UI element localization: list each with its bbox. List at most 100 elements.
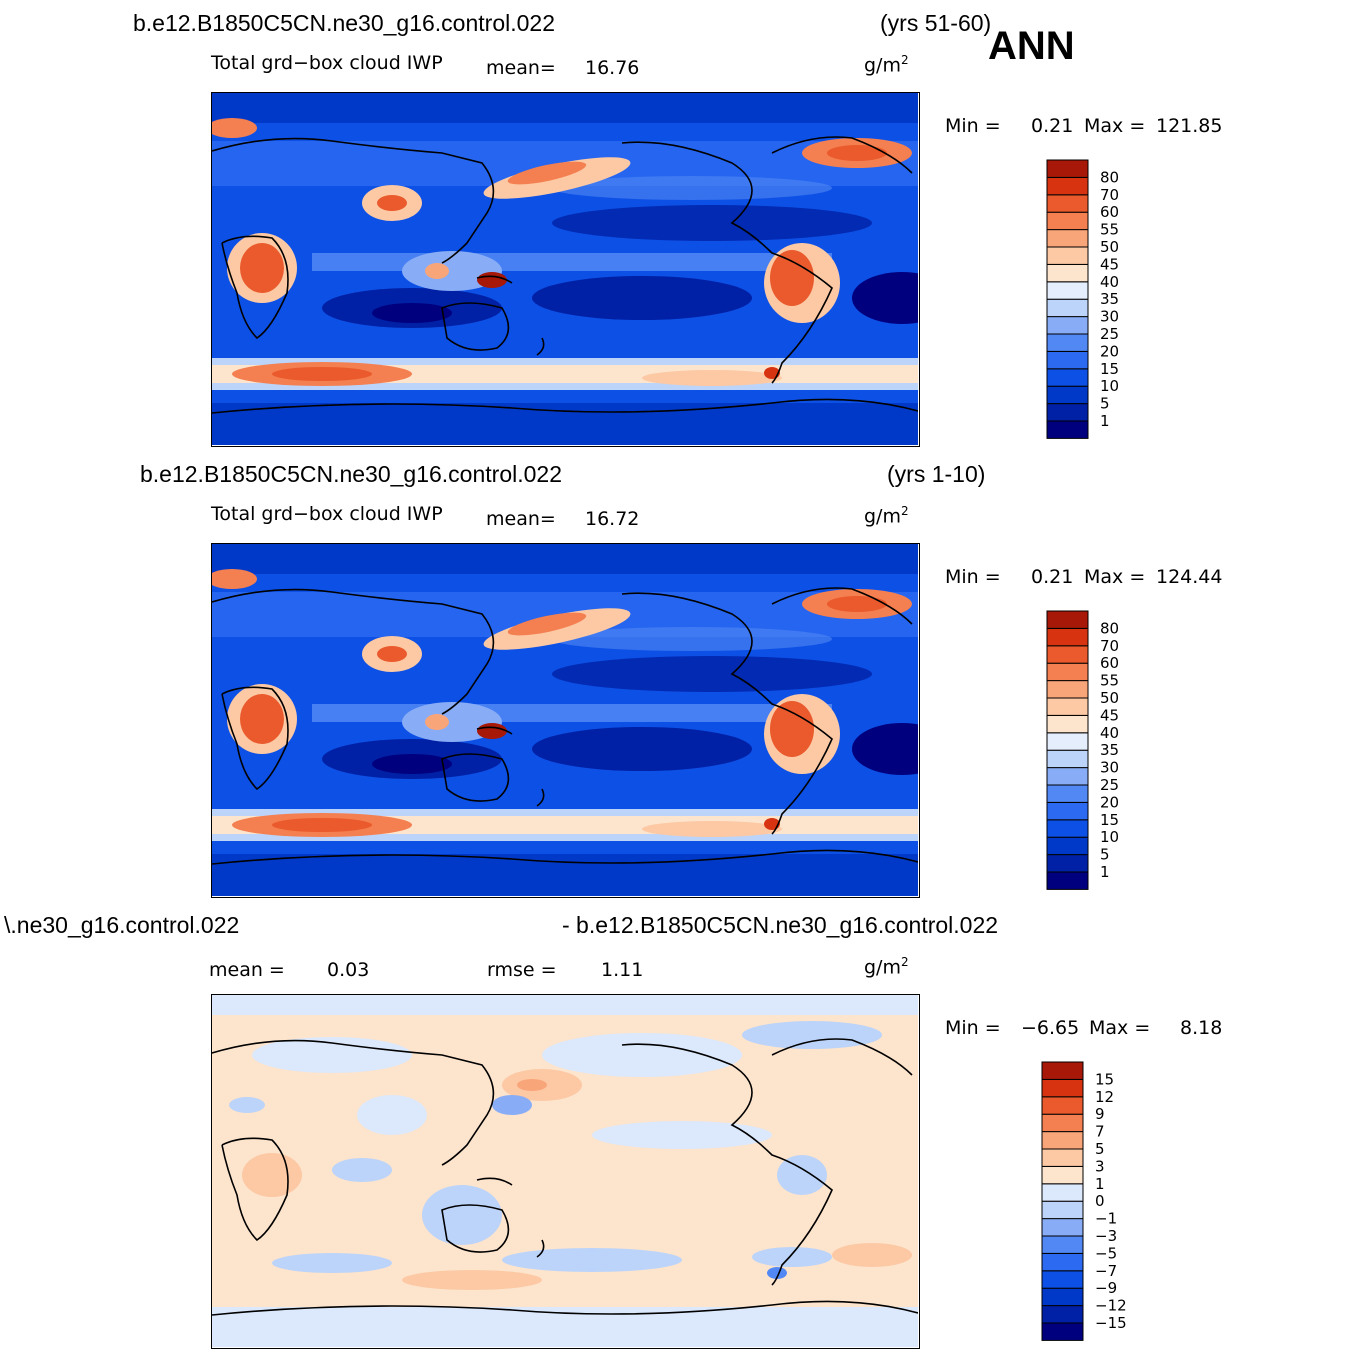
colorbar-swatch bbox=[1046, 368, 1089, 387]
panel1-units: g/m2 bbox=[864, 53, 909, 77]
colorbar-swatch bbox=[1041, 1200, 1084, 1220]
colorbar-swatch bbox=[1041, 1165, 1084, 1185]
colorbar-tick-label: 55 bbox=[1100, 672, 1119, 690]
colorbar-swatch bbox=[1046, 159, 1089, 178]
panel3-units: g/m2 bbox=[864, 955, 909, 979]
season-label: ANN bbox=[988, 24, 1075, 68]
colorbar-swatch bbox=[1046, 784, 1089, 803]
colorbar-swatch bbox=[1046, 662, 1089, 682]
panel2-years: (yrs 1-10) bbox=[887, 461, 986, 487]
colorbar-tick-label: −3 bbox=[1095, 1227, 1117, 1245]
colorbar-swatch bbox=[1046, 627, 1089, 647]
panel3-colorbar: −15 −12 −9 −7 −5 −3 −1 0 1 3 5 7 9 12 15 bbox=[1041, 1061, 1137, 1344]
colorbar-swatch bbox=[1041, 1305, 1084, 1324]
colorbar-swatch bbox=[1046, 767, 1089, 786]
panel3-case-right: - b.e12.B1850C5CN.ne30_g16.control.022 bbox=[562, 912, 999, 938]
colorbar-swatch bbox=[1046, 333, 1089, 352]
colorbar-swatch bbox=[1046, 610, 1089, 629]
panel1-variable: Total grd−box cloud IWP bbox=[211, 52, 443, 74]
panel2-variable: Total grd−box cloud IWP bbox=[211, 503, 443, 525]
colorbar-tick-label: 9 bbox=[1095, 1105, 1105, 1123]
colorbar-tick-label: 7 bbox=[1095, 1123, 1105, 1141]
colorbar-tick-label: 0 bbox=[1095, 1192, 1105, 1210]
colorbar-tick-label: 1 bbox=[1095, 1175, 1105, 1193]
colorbar-swatch bbox=[1046, 732, 1089, 751]
panel1-mean-label: mean= bbox=[486, 57, 556, 79]
colorbar-swatch bbox=[1046, 176, 1089, 196]
panel1-colorbar: 1 5 10 15 20 25 30 35 40 45 50 55 60 70 80 bbox=[1046, 159, 1137, 442]
colorbar-tick-label: 20 bbox=[1100, 342, 1119, 360]
panel2-min-label: Min = bbox=[945, 566, 1001, 588]
colorbar-swatch bbox=[1041, 1078, 1084, 1098]
colorbar-tick-label: 12 bbox=[1095, 1088, 1114, 1106]
colorbar-swatch bbox=[1046, 246, 1089, 265]
panel1-years: (yrs 51-60) bbox=[880, 10, 992, 36]
colorbar-tick-label: 30 bbox=[1100, 759, 1119, 777]
colorbar-swatch bbox=[1046, 871, 1089, 890]
colorbar-swatch bbox=[1046, 350, 1089, 370]
panel3-min-value: −6.65 bbox=[1021, 1017, 1080, 1039]
colorbar-tick-label: 1 bbox=[1100, 863, 1110, 881]
colorbar-swatch bbox=[1041, 1183, 1084, 1202]
colorbar-swatch bbox=[1046, 749, 1089, 769]
colorbar-tick-label: −1 bbox=[1095, 1210, 1117, 1228]
colorbar-tick-label: 60 bbox=[1100, 654, 1119, 672]
panel3-rmse-label: rmse = bbox=[487, 959, 557, 981]
colorbar-tick-label: 5 bbox=[1095, 1140, 1105, 1158]
colorbar-tick-label: 55 bbox=[1100, 221, 1119, 239]
colorbar-swatch bbox=[1046, 298, 1089, 318]
colorbar-swatch bbox=[1046, 385, 1089, 405]
colorbar-swatch bbox=[1041, 1322, 1084, 1341]
panel2-map-field bbox=[212, 544, 918, 896]
panel1-max-label: Max = bbox=[1084, 115, 1146, 137]
colorbar-tick-label: −9 bbox=[1095, 1279, 1117, 1297]
colorbar-tick-label: 25 bbox=[1100, 325, 1119, 343]
colorbar-tick-label: 10 bbox=[1100, 377, 1119, 395]
colorbar-swatch bbox=[1046, 714, 1089, 734]
colorbar-swatch bbox=[1046, 194, 1089, 213]
colorbar-tick-label: 1 bbox=[1100, 412, 1110, 430]
colorbar-swatch bbox=[1041, 1148, 1084, 1167]
colorbar-swatch bbox=[1041, 1113, 1084, 1133]
colorbar-tick-label: 35 bbox=[1100, 741, 1119, 759]
colorbar-tick-label: 40 bbox=[1100, 273, 1119, 291]
colorbar-swatch bbox=[1041, 1218, 1084, 1237]
panel2-map bbox=[211, 543, 920, 898]
colorbar-tick-label: 15 bbox=[1095, 1070, 1114, 1088]
panel3-min-label: Min = bbox=[945, 1017, 1001, 1039]
panel1-min-label: Min = bbox=[945, 115, 1001, 137]
colorbar-swatch bbox=[1041, 1235, 1084, 1254]
colorbar-tick-label: 50 bbox=[1100, 238, 1119, 256]
colorbar-tick-label: 80 bbox=[1100, 168, 1119, 186]
colorbar-tick-label: 5 bbox=[1100, 846, 1110, 864]
colorbar-tick-label: 30 bbox=[1100, 308, 1119, 326]
colorbar-tick-label: 35 bbox=[1100, 290, 1119, 308]
colorbar-tick-label: −5 bbox=[1095, 1244, 1117, 1262]
colorbar-tick-label: −15 bbox=[1095, 1314, 1127, 1332]
colorbar-swatch bbox=[1046, 229, 1089, 248]
panel1-case-title: b.e12.B1850C5CN.ne30_g16.control.022 bbox=[133, 10, 555, 36]
colorbar-swatch bbox=[1041, 1096, 1084, 1115]
colorbar-tick-label: 70 bbox=[1100, 637, 1119, 655]
panel1-map bbox=[211, 92, 920, 447]
colorbar-swatch bbox=[1046, 316, 1089, 335]
panel3-mean-label: mean = bbox=[209, 959, 285, 981]
colorbar-swatch bbox=[1046, 211, 1089, 231]
colorbar-swatch bbox=[1046, 420, 1089, 439]
panel3-mean-value: 0.03 bbox=[327, 959, 370, 981]
colorbar-tick-label: 5 bbox=[1100, 395, 1110, 413]
colorbar-swatch bbox=[1046, 403, 1089, 422]
colorbar-tick-label: −7 bbox=[1095, 1262, 1117, 1280]
panel2-mean-value: 16.72 bbox=[585, 508, 640, 530]
colorbar-swatch bbox=[1046, 263, 1089, 283]
colorbar-tick-label: 3 bbox=[1095, 1157, 1105, 1175]
panel1-min-value: 0.21 bbox=[1031, 115, 1074, 137]
panel2-colorbar: 1 5 10 15 20 25 30 35 40 45 50 55 60 70 80 bbox=[1046, 610, 1137, 893]
panel1-map-field bbox=[212, 93, 918, 445]
colorbar-tick-label: 20 bbox=[1100, 793, 1119, 811]
panel3-max-value: 8.18 bbox=[1180, 1017, 1223, 1039]
colorbar-swatch bbox=[1046, 836, 1089, 856]
colorbar-swatch bbox=[1041, 1287, 1084, 1307]
panel1-mean-value: 16.76 bbox=[585, 57, 640, 79]
panel2-units: g/m2 bbox=[864, 504, 909, 528]
